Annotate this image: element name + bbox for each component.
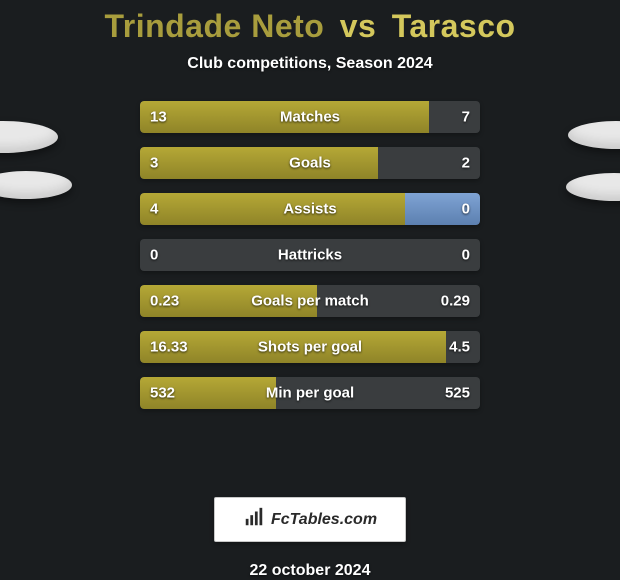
watermark-text: FcTables.com [271,511,377,529]
player2-avatar-placeholder [568,121,620,149]
watermark: FcTables.com [214,497,406,542]
stat-bar: 532 Min per goal 525 [140,377,480,409]
stat-bar: 0 Hattricks 0 [140,239,480,271]
stat-bars: 13 Matches 7 3 Goals 2 4 Assists 0 0 Hattricks 0 0.2… [140,101,480,409]
player2-name: Tarasco [392,8,516,44]
right-value: 0.29 [441,293,470,310]
left-fill [140,147,378,179]
stat-bar: 4 Assists 0 [140,193,480,225]
left-fill [140,193,405,225]
stat-label: Assists [283,201,336,218]
left-value: 4 [150,201,158,218]
player1-name: Trindade Neto [104,8,324,44]
left-value: 13 [150,109,167,126]
stat-label: Hattricks [278,247,342,264]
left-value: 3 [150,155,158,172]
stat-bar: 0.23 Goals per match 0.29 [140,285,480,317]
right-value: 4.5 [449,339,470,356]
left-value: 0.23 [150,293,179,310]
vs-text: vs [340,8,377,44]
stat-bar: 3 Goals 2 [140,147,480,179]
left-value: 0 [150,247,158,264]
right-value: 525 [445,385,470,402]
stat-label: Matches [280,109,340,126]
stat-label: Goals [289,155,331,172]
stat-bar: 16.33 Shots per goal 4.5 [140,331,480,363]
stat-bar: 13 Matches 7 [140,101,480,133]
right-value: 2 [462,155,470,172]
right-value: 7 [462,109,470,126]
left-value: 16.33 [150,339,188,356]
chart-icon [243,506,265,533]
player2-shadow [566,173,620,201]
player1-shadow [0,171,72,199]
stat-label: Min per goal [266,385,354,402]
subtitle: Club competitions, Season 2024 [187,55,432,73]
date-text: 22 october 2024 [250,562,371,580]
stat-label: Goals per match [251,293,369,310]
right-value: 0 [462,201,470,218]
stat-label: Shots per goal [258,339,362,356]
left-value: 532 [150,385,175,402]
player1-avatar-placeholder [0,121,58,153]
stats-arena: 13Matches73Goals24Assists00Hattricks00.2… [0,101,620,151]
right-value: 0 [462,247,470,264]
comparison-title: Trindade Neto vs Tarasco [104,8,515,45]
